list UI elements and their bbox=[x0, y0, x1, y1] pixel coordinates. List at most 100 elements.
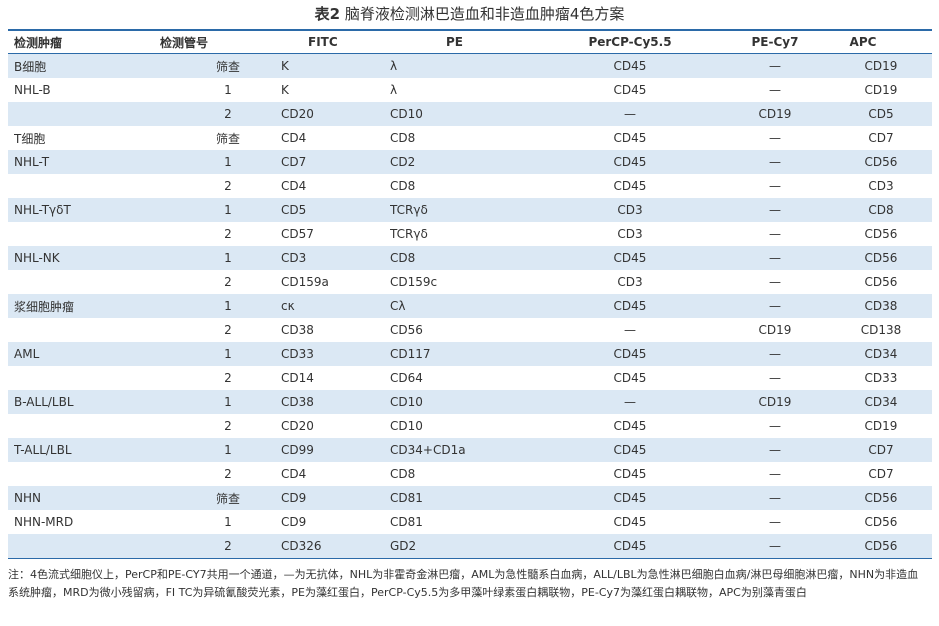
apc-cell: CD138 bbox=[860, 323, 902, 337]
percp-cell: CD45 bbox=[613, 251, 647, 265]
percp-cell: CD45 bbox=[613, 467, 647, 481]
tube-cell: 1 bbox=[224, 347, 232, 361]
fitc-cell: K bbox=[281, 59, 289, 73]
fitc-cell: CD38 bbox=[281, 395, 314, 409]
tumor-cell: 浆细胞肿瘤 bbox=[14, 299, 75, 314]
fitc-cell: K bbox=[281, 83, 289, 97]
table-row: NHN 筛查 CD9 CD81 CD45 — CD56 bbox=[8, 486, 932, 510]
pecy7-cell: — bbox=[769, 491, 781, 505]
apc-cell: CD8 bbox=[868, 203, 894, 217]
percp-cell: CD45 bbox=[613, 515, 647, 529]
apc-cell: CD56 bbox=[864, 539, 898, 553]
header-fitc: FITC bbox=[308, 35, 338, 49]
percp-cell: CD45 bbox=[613, 179, 647, 193]
table-row: 浆细胞肿瘤 1 cκ Cλ CD45 — CD38 bbox=[8, 294, 932, 318]
tumor-cell bbox=[14, 270, 164, 294]
fitc-cell: CD9 bbox=[281, 515, 307, 529]
table-row: 2 CD4 CD8 CD45 — CD3 bbox=[8, 174, 932, 198]
table-row: NHL-T 1 CD7 CD2 CD45 — CD56 bbox=[8, 150, 932, 174]
pecy7-cell: — bbox=[769, 467, 781, 481]
data-table: 检测肿瘤 检测管号 FITC PE PerCP-Cy5.5 PE-Cy7 APC… bbox=[8, 29, 932, 559]
tumor-cell bbox=[14, 534, 164, 558]
percp-cell: — bbox=[624, 395, 636, 409]
apc-cell: CD33 bbox=[864, 371, 898, 385]
apc-cell: CD19 bbox=[864, 59, 898, 73]
header-percp: PerCP-Cy5.5 bbox=[588, 35, 672, 49]
table-row: NHN-MRD 1 CD9 CD81 CD45 — CD56 bbox=[8, 510, 932, 534]
apc-cell: CD7 bbox=[868, 443, 894, 457]
fitc-cell: CD159a bbox=[281, 275, 329, 289]
header-apc: APC bbox=[849, 35, 877, 49]
pecy7-cell: — bbox=[769, 203, 781, 217]
pe-cell: CD10 bbox=[390, 419, 423, 433]
fitc-cell: CD4 bbox=[281, 467, 307, 481]
table-row: 2 CD14 CD64 CD45 — CD33 bbox=[8, 366, 932, 390]
pe-cell: CD64 bbox=[390, 371, 423, 385]
header-pecy7: PE-Cy7 bbox=[751, 35, 799, 49]
percp-cell: CD45 bbox=[613, 155, 647, 169]
table-caption: 脑脊液检测淋巴造血和非造血肿瘤4色方案 bbox=[344, 5, 625, 23]
tube-cell: 1 bbox=[224, 299, 232, 313]
table-number: 表2 bbox=[314, 5, 341, 23]
header-tube: 检测管号 bbox=[160, 35, 209, 50]
table-header-row: 检测肿瘤 检测管号 FITC PE PerCP-Cy5.5 PE-Cy7 APC bbox=[8, 29, 932, 54]
pecy7-cell: — bbox=[769, 539, 781, 553]
pecy7-cell: CD19 bbox=[758, 107, 792, 121]
fitc-cell: CD7 bbox=[281, 155, 307, 169]
percp-cell: CD45 bbox=[613, 131, 647, 145]
pe-cell: CD34+CD1a bbox=[390, 443, 466, 457]
table-row: 2 CD20 CD10 CD45 — CD19 bbox=[8, 414, 932, 438]
table-row: 2 CD4 CD8 CD45 — CD7 bbox=[8, 462, 932, 486]
pe-cell: λ bbox=[390, 83, 398, 97]
apc-cell: CD56 bbox=[864, 275, 898, 289]
pe-cell: CD10 bbox=[390, 107, 423, 121]
table-row: 2 CD159a CD159c CD3 — CD56 bbox=[8, 270, 932, 294]
apc-cell: CD56 bbox=[864, 227, 898, 241]
tumor-cell: AML bbox=[14, 347, 40, 361]
fitc-cell: CD57 bbox=[281, 227, 314, 241]
tube-cell: 2 bbox=[224, 419, 232, 433]
tumor-cell: B-ALL/LBL bbox=[14, 395, 74, 409]
tube-cell: 2 bbox=[224, 275, 232, 289]
table-title: 表2 脑脊液检测淋巴造血和非造血肿瘤4色方案 bbox=[0, 3, 939, 25]
pe-cell: λ bbox=[390, 59, 398, 73]
table-row: 2 CD57 TCRγδ CD3 — CD56 bbox=[8, 222, 932, 246]
fitc-cell: CD4 bbox=[281, 179, 307, 193]
tumor-cell: NHN-MRD bbox=[14, 515, 74, 529]
pe-cell: CD117 bbox=[390, 347, 431, 361]
tube-cell: 1 bbox=[224, 203, 232, 217]
apc-cell: CD7 bbox=[868, 131, 894, 145]
tumor-cell bbox=[14, 102, 164, 126]
tumor-cell bbox=[14, 414, 164, 438]
tube-cell: 2 bbox=[224, 107, 232, 121]
apc-cell: CD34 bbox=[864, 395, 898, 409]
percp-cell: CD45 bbox=[613, 443, 647, 457]
fitc-cell: CD14 bbox=[281, 371, 314, 385]
percp-cell: CD45 bbox=[613, 299, 647, 313]
percp-cell: — bbox=[624, 107, 636, 121]
percp-cell: CD45 bbox=[613, 491, 647, 505]
pe-cell: CD8 bbox=[390, 467, 416, 481]
apc-cell: CD38 bbox=[864, 299, 898, 313]
tumor-cell: NHL-NK bbox=[14, 251, 60, 265]
tube-cell: 筛查 bbox=[215, 59, 240, 74]
percp-cell: CD45 bbox=[613, 347, 647, 361]
fitc-cell: CD9 bbox=[281, 491, 307, 505]
pecy7-cell: CD19 bbox=[758, 395, 792, 409]
pecy7-cell: — bbox=[769, 179, 781, 193]
fitc-cell: CD5 bbox=[281, 203, 307, 217]
percp-cell: CD3 bbox=[617, 275, 643, 289]
tube-cell: 1 bbox=[224, 395, 232, 409]
tumor-cell: B细胞 bbox=[14, 59, 47, 74]
table-row: NHL-TγδT 1 CD5 TCRγδ CD3 — CD8 bbox=[8, 198, 932, 222]
apc-cell: CD19 bbox=[864, 83, 898, 97]
tumor-cell: T-ALL/LBL bbox=[14, 443, 72, 457]
pe-cell: CD81 bbox=[390, 515, 423, 529]
pe-cell: GD2 bbox=[390, 539, 417, 553]
tube-cell: 2 bbox=[224, 467, 232, 481]
table-row: B-ALL/LBL 1 CD38 CD10 — CD19 CD34 bbox=[8, 390, 932, 414]
apc-cell: CD56 bbox=[864, 491, 898, 505]
pecy7-cell: — bbox=[769, 275, 781, 289]
apc-cell: CD3 bbox=[868, 179, 894, 193]
